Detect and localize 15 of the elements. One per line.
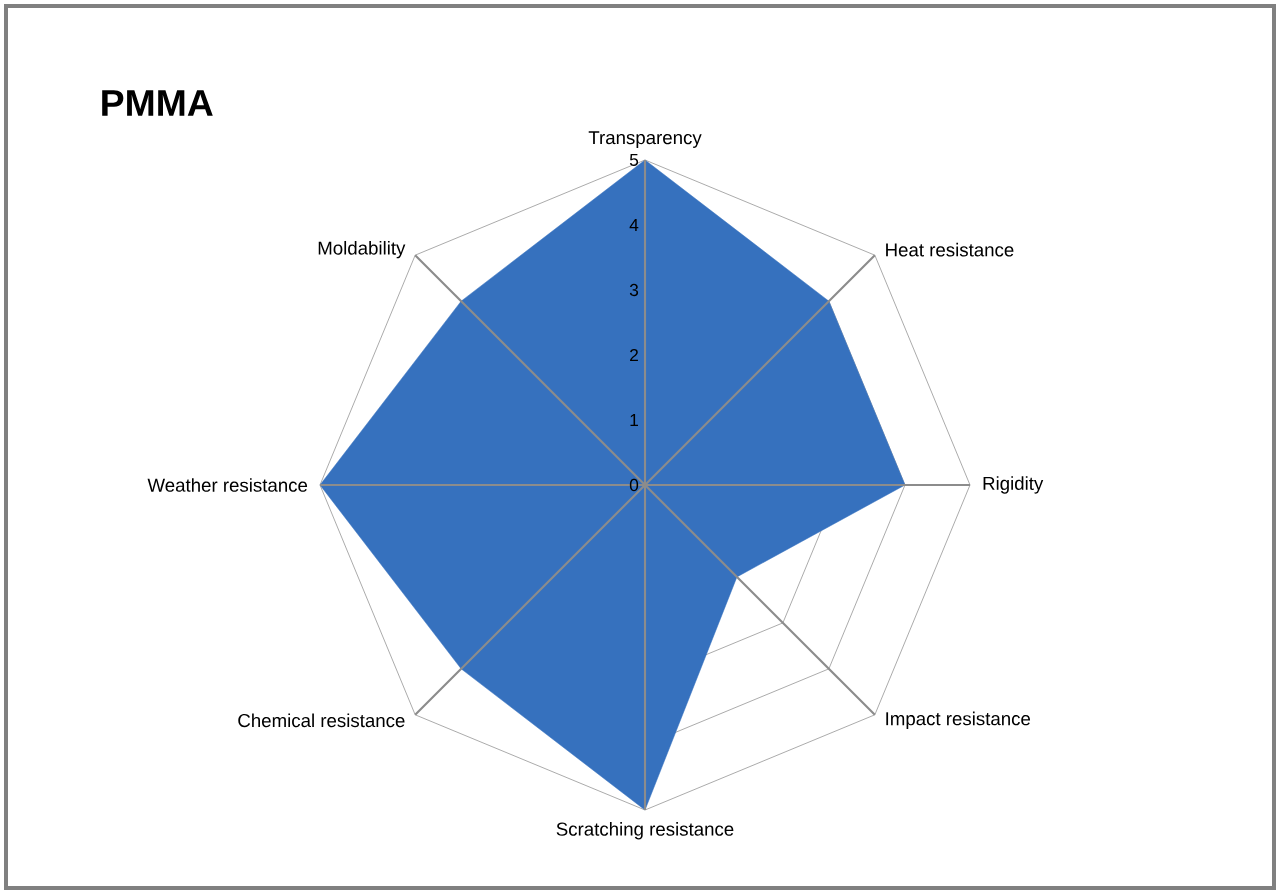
y-tick-label: 0 <box>629 478 639 492</box>
y-tick-label: 3 <box>629 283 639 297</box>
spoke-label: Chemical resistance <box>238 713 405 728</box>
y-tick-label: 5 <box>629 153 639 167</box>
y-tick-label: 4 <box>629 219 639 231</box>
spoke-label: Scratching resistance <box>556 822 734 840</box>
spoke-label: Rigidity <box>983 476 1044 494</box>
spoke-label: Moldability <box>318 240 406 259</box>
spoke-label: Impact resistance <box>886 711 1031 730</box>
chart-title: PMMA <box>102 90 213 116</box>
y-tick-label: 1 <box>630 414 638 426</box>
y-tick-label: 2 <box>630 348 638 362</box>
spoke-label: Weather resistance <box>147 478 308 492</box>
spoke-label: Heat resistance <box>886 242 1014 257</box>
spoke-label: Transparency <box>588 131 702 148</box>
